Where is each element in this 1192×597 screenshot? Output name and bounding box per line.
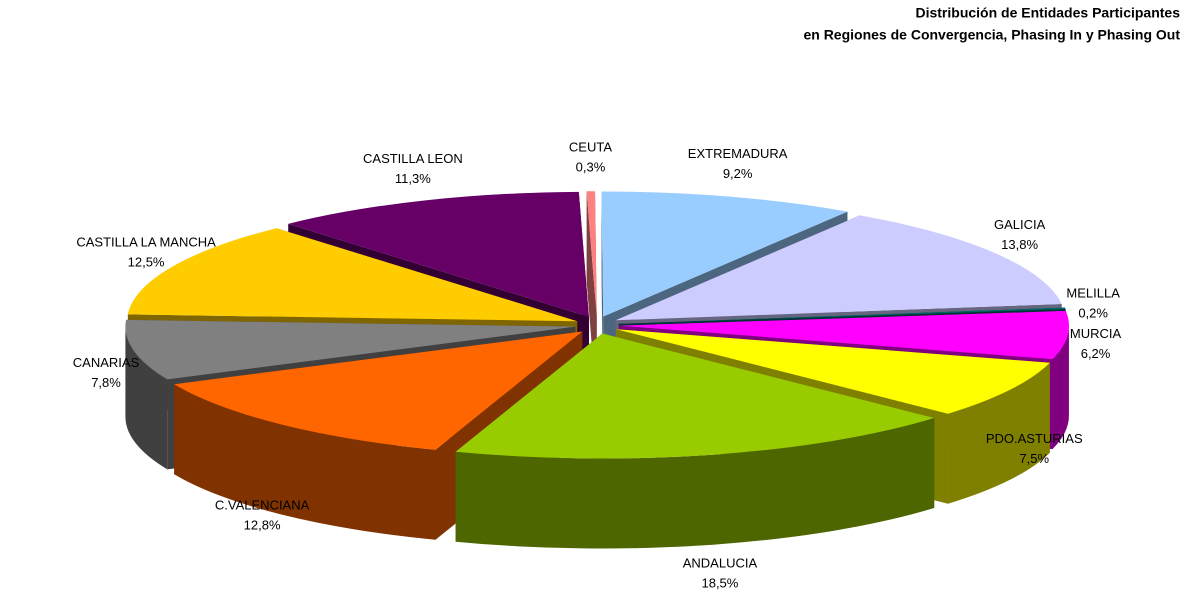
slice-top <box>288 191 589 317</box>
value-label: 0,3% <box>576 159 606 174</box>
value-label: 7,5% <box>1019 451 1049 466</box>
category-label: ANDALUCIA <box>683 556 758 571</box>
value-label: 18,5% <box>701 576 738 591</box>
slice-top <box>616 329 1050 414</box>
slice-side <box>1052 325 1069 450</box>
category-label: CASTILLA LEON <box>363 151 463 166</box>
slice <box>455 333 935 549</box>
slice-top <box>618 307 1066 324</box>
chart-title: Distribución de Entidades Participantes <box>915 5 1180 21</box>
value-label: 11,3% <box>395 171 431 186</box>
slice-side <box>125 326 168 470</box>
value-label: 13,8% <box>1001 237 1038 252</box>
slice-top <box>125 319 576 380</box>
slice-side <box>174 384 436 540</box>
category-label: CEUTA <box>569 139 612 154</box>
slice-top <box>615 215 1062 321</box>
category-label: C.VALENCIANA <box>215 497 310 512</box>
slice-side <box>948 362 1050 504</box>
category-label: PDO.ASTURIAS <box>986 431 1083 446</box>
slice-side <box>455 417 935 549</box>
category-label: CANARIAS <box>73 355 140 370</box>
slice-top <box>601 191 848 317</box>
chart-title: en Regiones de Convergencia, Phasing In … <box>803 27 1180 43</box>
slice-top <box>127 228 578 322</box>
value-label: 12,5% <box>128 254 165 269</box>
slice-top <box>455 333 935 459</box>
value-label: 12,8% <box>244 517 281 532</box>
value-label: 9,2% <box>723 166 753 181</box>
category-label: MELILLA <box>1066 286 1120 301</box>
category-label: EXTREMADURA <box>688 146 788 161</box>
category-label: MURCIA <box>1070 326 1122 341</box>
slice-top <box>174 331 583 450</box>
value-label: 6,2% <box>1081 346 1111 361</box>
value-label: 0,2% <box>1078 306 1108 321</box>
slice-top <box>618 310 1069 360</box>
category-label: CASTILLA LA MANCHA <box>76 234 216 249</box>
category-label: GALICIA <box>994 217 1046 232</box>
slice-top <box>586 191 597 317</box>
value-label: 7,8% <box>91 375 121 390</box>
